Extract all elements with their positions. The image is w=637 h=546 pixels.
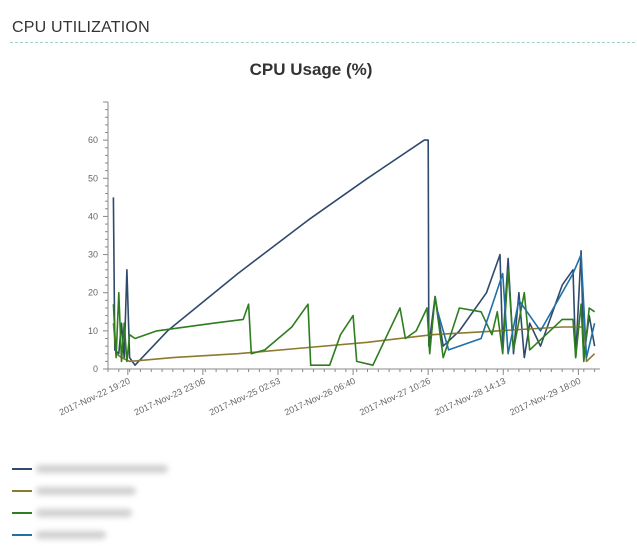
chart-title: CPU Usage (%) (250, 60, 373, 79)
x-tick-label: 2017-Nov-28 14:13 (433, 376, 507, 418)
x-tick-label: 2017-Nov-25 02:53 (208, 376, 282, 418)
x-tick-label: 2017-Nov-29 18:00 (508, 376, 582, 418)
x-tick-label: 2017-Nov-27 10:26 (358, 376, 432, 418)
section-divider (10, 42, 635, 43)
legend-item[interactable] (12, 458, 168, 480)
series-line-2[interactable] (112, 323, 596, 363)
x-tick-label: 2017-Nov-26 06:40 (283, 376, 357, 418)
x-tick-label: 2017-Nov-22 19:20 (58, 376, 132, 418)
legend-label-redacted (36, 531, 106, 539)
legend-swatch (12, 468, 32, 470)
legend-swatch (12, 490, 32, 492)
y-tick-label: 20 (88, 288, 98, 298)
series-line-4[interactable] (437, 253, 596, 359)
legend-item[interactable] (12, 502, 168, 524)
legend-label-redacted (36, 509, 132, 517)
series-line-3[interactable] (112, 269, 596, 366)
legend-swatch (12, 512, 32, 514)
legend-swatch (12, 534, 32, 536)
legend-item[interactable] (12, 524, 168, 546)
y-tick-label: 50 (88, 173, 98, 183)
y-tick-label: 40 (88, 211, 98, 221)
y-tick-label: 10 (88, 326, 98, 336)
series-line-1[interactable] (112, 139, 596, 366)
section-title: CPU UTILIZATION (12, 19, 150, 36)
y-tick-label: 0 (93, 364, 98, 374)
chart-series (112, 139, 596, 366)
chart-legend (12, 458, 168, 546)
y-tick-label: 60 (88, 135, 98, 145)
cpu-usage-chart: CPU Usage (%) 0 10 20 30 40 50 60 2017-Nov-22 1… (58, 60, 600, 418)
x-tick-label: 2017-Nov-23 23:06 (133, 376, 207, 418)
legend-label-redacted (36, 487, 136, 495)
legend-item[interactable] (12, 480, 168, 502)
legend-label-redacted (36, 465, 168, 473)
y-tick-label: 30 (88, 250, 98, 260)
